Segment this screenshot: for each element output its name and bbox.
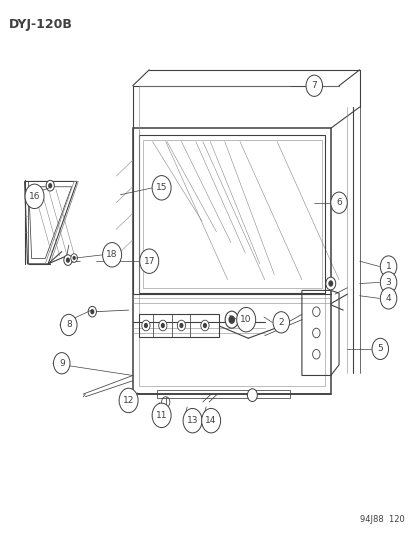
Text: 2: 2 <box>278 318 283 327</box>
Circle shape <box>380 256 396 277</box>
Circle shape <box>200 320 209 331</box>
Circle shape <box>225 311 238 328</box>
Circle shape <box>312 328 319 338</box>
Circle shape <box>25 184 44 208</box>
Text: 13: 13 <box>186 416 198 425</box>
Text: 6: 6 <box>335 198 341 207</box>
Circle shape <box>90 309 94 314</box>
Text: 10: 10 <box>240 315 252 324</box>
Circle shape <box>325 277 335 290</box>
Text: 8: 8 <box>66 320 71 329</box>
Text: 14: 14 <box>205 416 216 425</box>
Circle shape <box>380 272 396 293</box>
Circle shape <box>142 320 150 331</box>
Circle shape <box>247 389 257 401</box>
Text: 11: 11 <box>155 411 167 420</box>
Text: 7: 7 <box>311 81 316 90</box>
Text: 9: 9 <box>59 359 64 368</box>
Circle shape <box>71 254 77 262</box>
Circle shape <box>272 312 289 333</box>
Circle shape <box>201 408 220 433</box>
Circle shape <box>183 408 202 433</box>
Circle shape <box>119 388 138 413</box>
Circle shape <box>64 255 72 265</box>
Circle shape <box>152 175 171 200</box>
Text: 18: 18 <box>106 251 118 260</box>
Circle shape <box>144 323 147 328</box>
Circle shape <box>236 308 255 332</box>
Circle shape <box>66 257 70 263</box>
Text: DYJ-120B: DYJ-120B <box>9 18 73 31</box>
Circle shape <box>72 256 76 260</box>
Circle shape <box>102 243 121 267</box>
Circle shape <box>228 316 235 324</box>
Circle shape <box>160 323 164 328</box>
Text: 3: 3 <box>385 278 390 287</box>
Circle shape <box>88 306 96 317</box>
Text: 4: 4 <box>385 294 390 303</box>
Circle shape <box>140 249 158 273</box>
Circle shape <box>152 403 171 427</box>
Circle shape <box>158 320 166 331</box>
Circle shape <box>312 307 319 317</box>
Text: 94J88  120: 94J88 120 <box>359 515 404 524</box>
Circle shape <box>177 320 185 331</box>
Text: 5: 5 <box>377 344 382 353</box>
Circle shape <box>53 353 70 374</box>
Circle shape <box>46 180 54 191</box>
Text: 16: 16 <box>29 192 40 201</box>
Circle shape <box>305 75 322 96</box>
Text: 15: 15 <box>155 183 167 192</box>
Circle shape <box>179 323 183 328</box>
Circle shape <box>48 183 52 188</box>
Circle shape <box>330 192 347 213</box>
Text: 1: 1 <box>385 262 390 271</box>
Circle shape <box>328 280 332 287</box>
Circle shape <box>371 338 388 360</box>
Circle shape <box>380 288 396 309</box>
Text: 17: 17 <box>143 257 154 265</box>
Circle shape <box>202 323 206 328</box>
Text: 12: 12 <box>123 396 134 405</box>
Circle shape <box>312 350 319 359</box>
Circle shape <box>60 314 77 336</box>
